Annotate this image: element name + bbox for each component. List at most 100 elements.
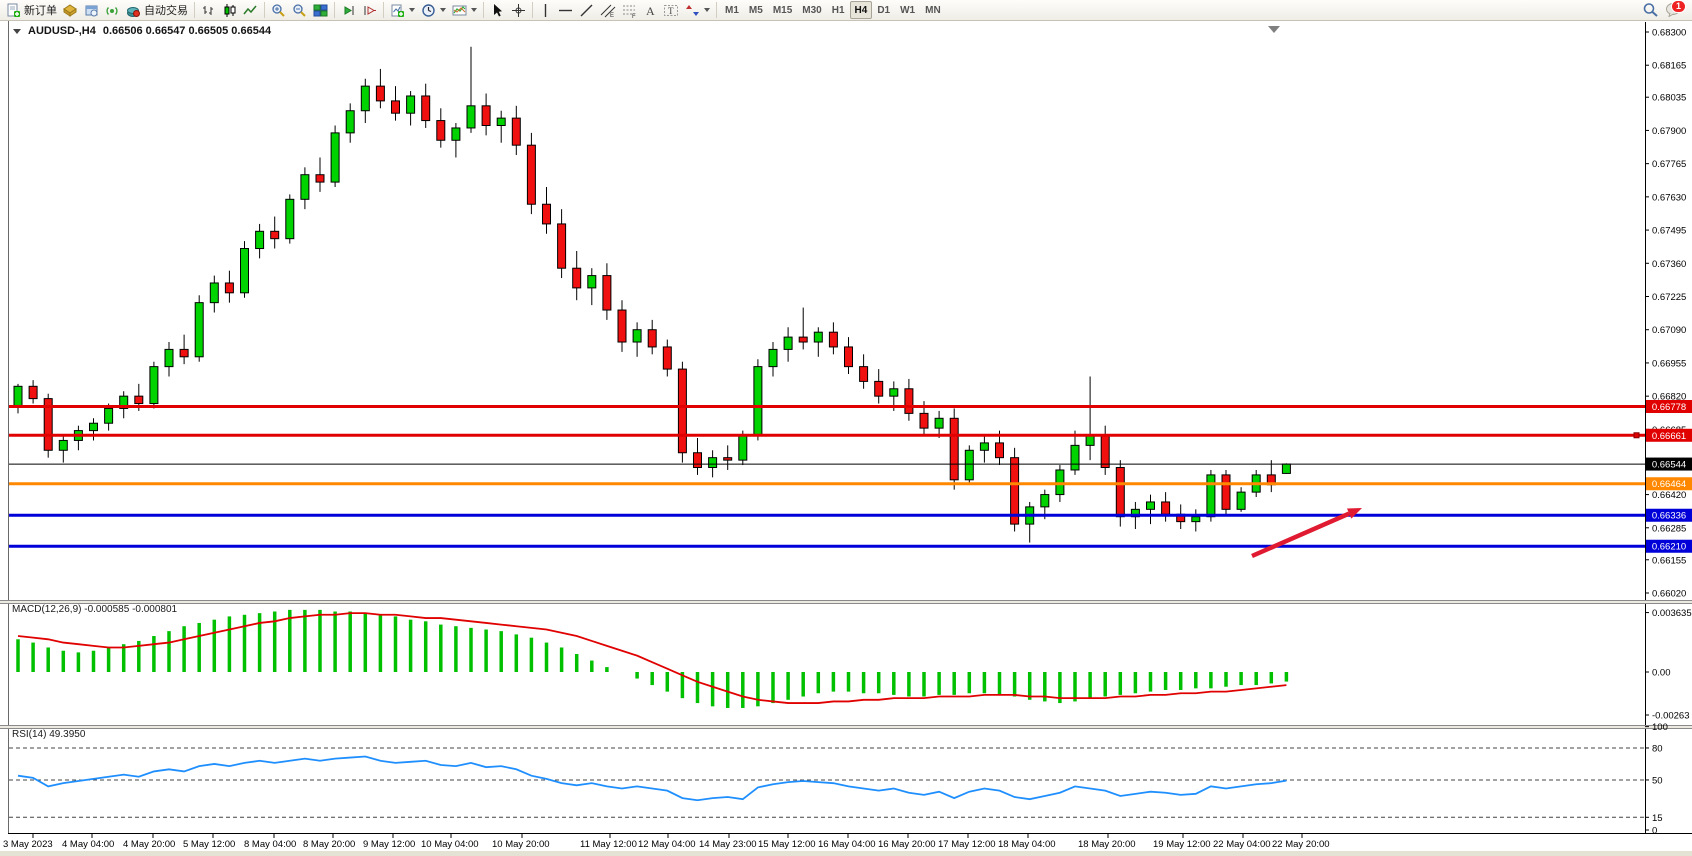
cursor-button[interactable]: [487, 1, 508, 20]
auto-trading-icon: [127, 6, 140, 17]
svg-text:0.66020: 0.66020: [1652, 588, 1686, 599]
arrows-tool-button[interactable]: [682, 1, 713, 20]
svg-text:22 May 20:00: 22 May 20:00: [1272, 839, 1330, 850]
new-order-button[interactable]: 新订单: [3, 1, 60, 20]
market-watch-button[interactable]: [60, 1, 81, 20]
line-handle[interactable]: [1633, 432, 1640, 439]
line-chart-button[interactable]: [240, 1, 261, 20]
chart-shift-marker[interactable]: [1268, 26, 1280, 33]
fibonacci-tool-button[interactable]: F: [619, 1, 641, 20]
candle: [1236, 491, 1246, 510]
market-watch-icon: [63, 3, 77, 17]
candle: [28, 385, 38, 400]
zoom-out-button[interactable]: [289, 1, 310, 20]
periods-button[interactable]: [418, 1, 449, 20]
svg-text:0.66464: 0.66464: [1652, 479, 1686, 490]
macd-pane[interactable]: 0.003635 0.00 -0.00263: [16, 608, 1692, 722]
candle: [285, 198, 295, 240]
horizontal-line-tool-button[interactable]: [555, 1, 576, 20]
price-label-badge: [1646, 477, 1692, 491]
svg-text:0.68165: 0.68165: [1652, 61, 1686, 72]
candle: [662, 346, 672, 370]
trendline-tool-button[interactable]: [576, 1, 597, 20]
candle: [1191, 516, 1201, 523]
candle: [1100, 435, 1110, 469]
timeframe-m30-button[interactable]: M30: [802, 4, 822, 16]
timeframe-mn-button[interactable]: MN: [925, 4, 941, 16]
svg-text:0.67900: 0.67900: [1652, 126, 1686, 137]
timeframe-d1-button[interactable]: D1: [877, 4, 891, 16]
candle: [557, 223, 567, 269]
signals-button[interactable]: [102, 1, 123, 20]
candle: [602, 275, 612, 311]
channel-tool-button[interactable]: E: [597, 1, 619, 20]
svg-text:0.67360: 0.67360: [1652, 259, 1686, 270]
candle: [979, 442, 989, 451]
price-label-badge: [1646, 508, 1692, 522]
vertical-line-icon: [544, 3, 547, 17]
pane-separator[interactable]: [0, 600, 1692, 604]
macd-signal-line: [17, 612, 1287, 704]
svg-text:F: F: [632, 14, 636, 18]
horizontal-lines[interactable]: 0.667780.666610.665440.664640.663360.662…: [9, 399, 1692, 553]
candle: [995, 442, 1004, 459]
navigator-button[interactable]: [81, 1, 102, 20]
time-axis[interactable]: 3 May 2023 4 May 04:00 4 May 20:00 5 May 12…: [3, 833, 1330, 850]
pane-separator[interactable]: [0, 725, 1692, 729]
candle: [693, 452, 702, 469]
candle: [632, 329, 642, 343]
candle: [1010, 457, 1020, 525]
svg-text:0.67630: 0.67630: [1652, 192, 1686, 203]
search-icon[interactable]: [1642, 2, 1659, 18]
timeframe-m5-button[interactable]: M5: [748, 4, 763, 16]
timeframe-m1-button[interactable]: M1: [725, 4, 739, 16]
timeframe-m15-button[interactable]: M15: [772, 4, 793, 16]
svg-text:100: 100: [1652, 722, 1668, 733]
new-order-icon: [7, 3, 20, 17]
rsi-pane[interactable]: 100 80 50 15 0: [9, 722, 1668, 837]
rsi-indicator-label: RSI(14) 49.3950: [12, 729, 86, 740]
crosshair-button[interactable]: [508, 1, 529, 20]
auto-trading-button[interactable]: 自动交易: [123, 1, 191, 20]
candle: [949, 417, 959, 481]
svg-text:8 May 20:00: 8 May 20:00: [303, 839, 355, 850]
svg-text:16 May 04:00: 16 May 04:00: [818, 839, 876, 850]
timeframe-w1-button[interactable]: W1: [900, 4, 916, 16]
svg-text:0.68035: 0.68035: [1652, 93, 1686, 104]
templates-button[interactable]: [449, 1, 480, 20]
candle: [345, 110, 355, 134]
candle: [240, 248, 249, 294]
zoom-in-button[interactable]: [268, 1, 289, 20]
candle: [587, 275, 597, 289]
candle: [1070, 444, 1080, 471]
candle-chart-button[interactable]: [219, 1, 240, 20]
auto-scroll-button[interactable]: [338, 1, 359, 20]
new-chart-button[interactable]: [387, 1, 418, 20]
candle: [904, 388, 914, 414]
candle: [783, 336, 793, 350]
navigator-icon: [85, 5, 98, 16]
chart-menu-caret-icon[interactable]: [13, 28, 21, 34]
timeframe-h4-button[interactable]: H4: [849, 1, 873, 19]
candle: [723, 457, 733, 461]
candle: [300, 174, 310, 200]
timeframe-h1-button[interactable]: H1: [831, 4, 845, 16]
price-axis[interactable]: 0.68300 0.68165 0.68035 0.67900 0.67765 0.676…: [1645, 28, 1686, 600]
equidistant-channel-icon: E: [600, 4, 616, 18]
candle: [1206, 474, 1216, 518]
text-tool-button[interactable]: A: [641, 1, 660, 20]
svg-text:0.67495: 0.67495: [1652, 226, 1686, 237]
text-label-tool-button[interactable]: T: [660, 1, 682, 20]
notifications-button[interactable]: 1: [1665, 0, 1686, 18]
candle: [270, 230, 280, 240]
toolbar-separator: [483, 2, 484, 18]
notification-count-badge: 1: [1670, 0, 1686, 13]
bar-chart-button[interactable]: [198, 1, 219, 20]
vertical-line-tool-button[interactable]: [536, 1, 555, 20]
tile-windows-button[interactable]: [310, 1, 331, 20]
chart-shift-button[interactable]: [359, 1, 380, 20]
trend-arrow[interactable]: [1251, 508, 1362, 559]
candle: [542, 203, 551, 225]
candle: [526, 144, 536, 205]
